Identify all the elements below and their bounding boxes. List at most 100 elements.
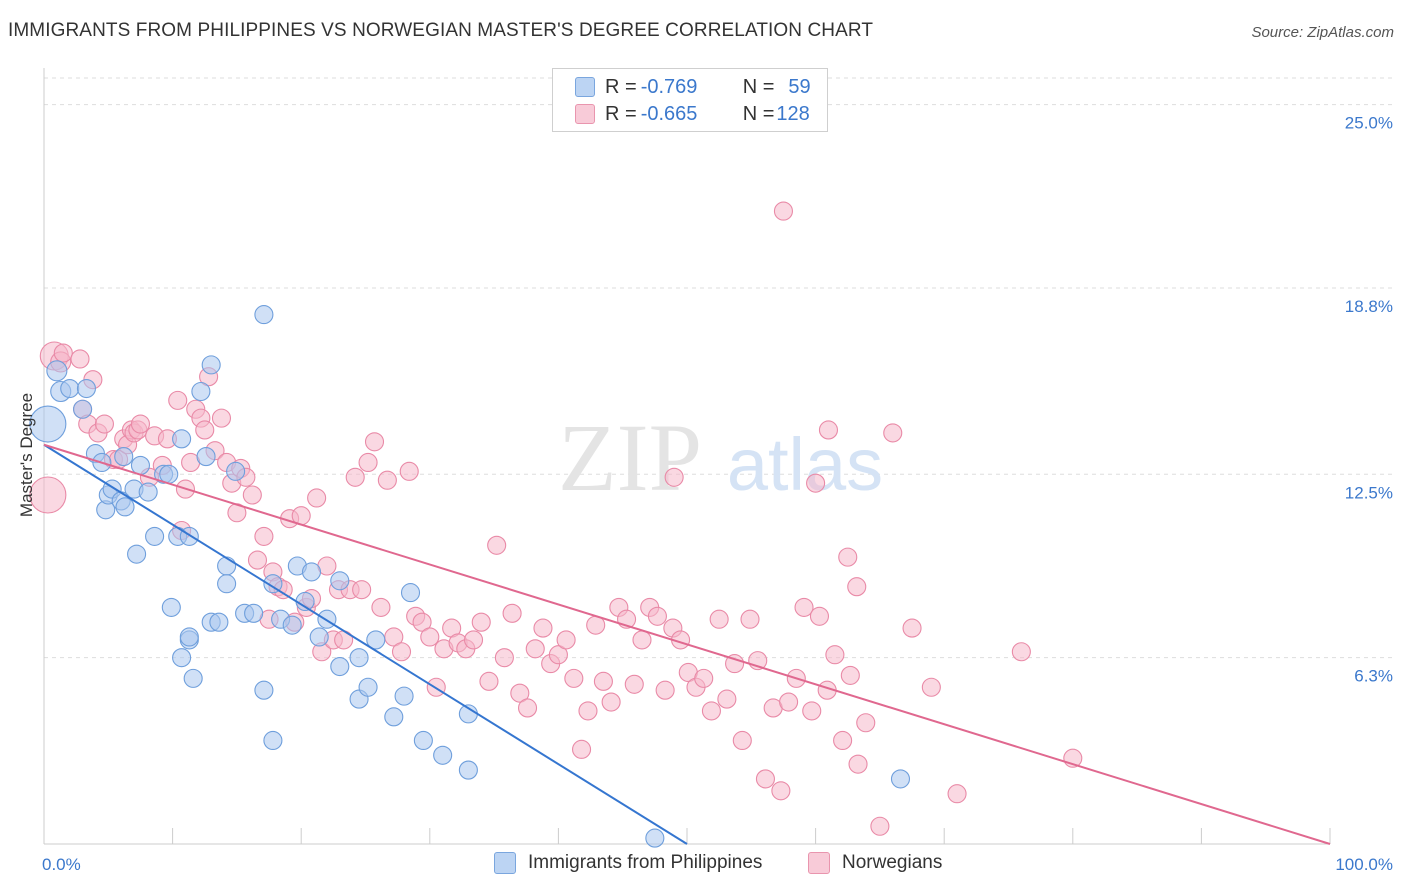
data-point	[366, 630, 386, 650]
data-point	[771, 781, 791, 801]
data-point	[183, 668, 203, 688]
data-point	[301, 562, 322, 582]
series-norwegians	[29, 201, 1083, 836]
data-point	[138, 482, 158, 502]
data-point	[94, 414, 114, 434]
data-point	[840, 665, 860, 685]
data-point	[433, 745, 453, 765]
legend-swatch-blue	[575, 77, 595, 97]
data-point	[358, 452, 378, 473]
x-tick-label: 100.0%	[1335, 855, 1393, 874]
data-point	[114, 447, 134, 467]
legend-row-blue: R = -0.769 N = 59	[575, 74, 811, 100]
data-point	[145, 526, 165, 546]
data-point	[838, 547, 858, 567]
legend-swatch-blue	[494, 852, 516, 874]
series-legend: Immigrants from Philippines Norwegians	[0, 852, 1406, 878]
trend-line-blue	[43, 443, 688, 845]
data-point	[1011, 642, 1031, 662]
data-point	[624, 674, 644, 694]
data-point	[391, 642, 412, 662]
data-point	[833, 730, 853, 751]
data-point	[740, 609, 760, 629]
trend-line-pink	[43, 443, 1331, 845]
data-point	[168, 390, 188, 410]
data-point	[263, 574, 283, 594]
data-point	[217, 574, 237, 594]
data-point	[345, 467, 365, 487]
data-point	[883, 423, 903, 443]
legend-r-label: R =	[605, 102, 637, 125]
data-point	[463, 630, 484, 650]
data-point	[420, 627, 440, 647]
data-point	[60, 378, 80, 399]
data-point	[53, 343, 73, 363]
data-point	[254, 526, 274, 546]
data-point	[242, 485, 262, 505]
data-point	[806, 473, 826, 493]
data-point	[371, 597, 391, 617]
data-point	[172, 648, 192, 668]
legend-n-label: N =	[742, 102, 775, 125]
data-point	[533, 618, 553, 638]
data-point	[217, 556, 237, 576]
data-point	[458, 760, 478, 780]
data-point	[244, 603, 264, 623]
legend-n-value: 59	[788, 75, 811, 98]
data-point	[201, 355, 221, 375]
data-point	[848, 754, 868, 774]
data-point	[209, 612, 229, 632]
legend-item-immigrants-from-philippines[interactable]: Immigrants from Philippines	[494, 852, 762, 874]
data-point	[593, 671, 613, 691]
data-point	[525, 639, 545, 659]
data-point	[76, 378, 96, 399]
data-point	[412, 612, 432, 632]
data-point	[394, 686, 414, 706]
data-point	[179, 627, 199, 647]
data-point	[645, 828, 665, 848]
source-label: Source: ZipAtlas.com	[1251, 24, 1394, 41]
trend-lines	[43, 443, 1331, 845]
data-point	[809, 606, 830, 626]
data-point	[349, 648, 369, 668]
data-point	[779, 692, 799, 712]
legend-swatch-pink	[808, 852, 830, 874]
data-point	[161, 597, 181, 617]
legend-item-norwegians[interactable]: Norwegians	[808, 852, 942, 874]
data-point	[479, 671, 499, 691]
data-point	[352, 580, 372, 600]
data-point	[556, 630, 576, 650]
legend-r-value: -0.769	[640, 75, 698, 98]
data-point	[384, 707, 404, 727]
data-point	[947, 784, 967, 804]
data-point	[494, 648, 514, 668]
data-point	[548, 645, 568, 665]
y-tick-label: 18.8%	[1345, 297, 1393, 316]
data-point	[115, 497, 135, 517]
data-point	[601, 692, 621, 712]
data-point	[517, 698, 538, 718]
legend-r-value: -0.665	[640, 102, 698, 125]
legend-label-blue: Immigrants from Philippines	[528, 852, 763, 873]
data-point	[755, 769, 775, 789]
data-point	[73, 399, 93, 419]
data-point	[870, 816, 890, 836]
data-point	[847, 577, 867, 597]
data-point	[358, 677, 378, 697]
correlation-legend: R = -0.769 N = 59 R = -0.665 N = 128	[552, 68, 828, 132]
data-point	[330, 571, 350, 591]
data-point	[632, 630, 652, 650]
data-point	[29, 405, 67, 443]
data-point	[709, 609, 729, 629]
data-point	[571, 739, 592, 759]
data-point	[211, 408, 232, 428]
data-point	[309, 627, 329, 647]
tick-labels: 6.3% 12.5% 18.8% 25.0% 0.0% 100.0%	[42, 114, 1393, 874]
data-point	[794, 597, 814, 617]
data-point	[701, 701, 721, 721]
data-point	[254, 305, 274, 325]
data-point	[247, 550, 268, 570]
watermark-atlas: atlas	[727, 423, 883, 506]
data-point	[127, 544, 147, 564]
data-point	[196, 447, 216, 467]
